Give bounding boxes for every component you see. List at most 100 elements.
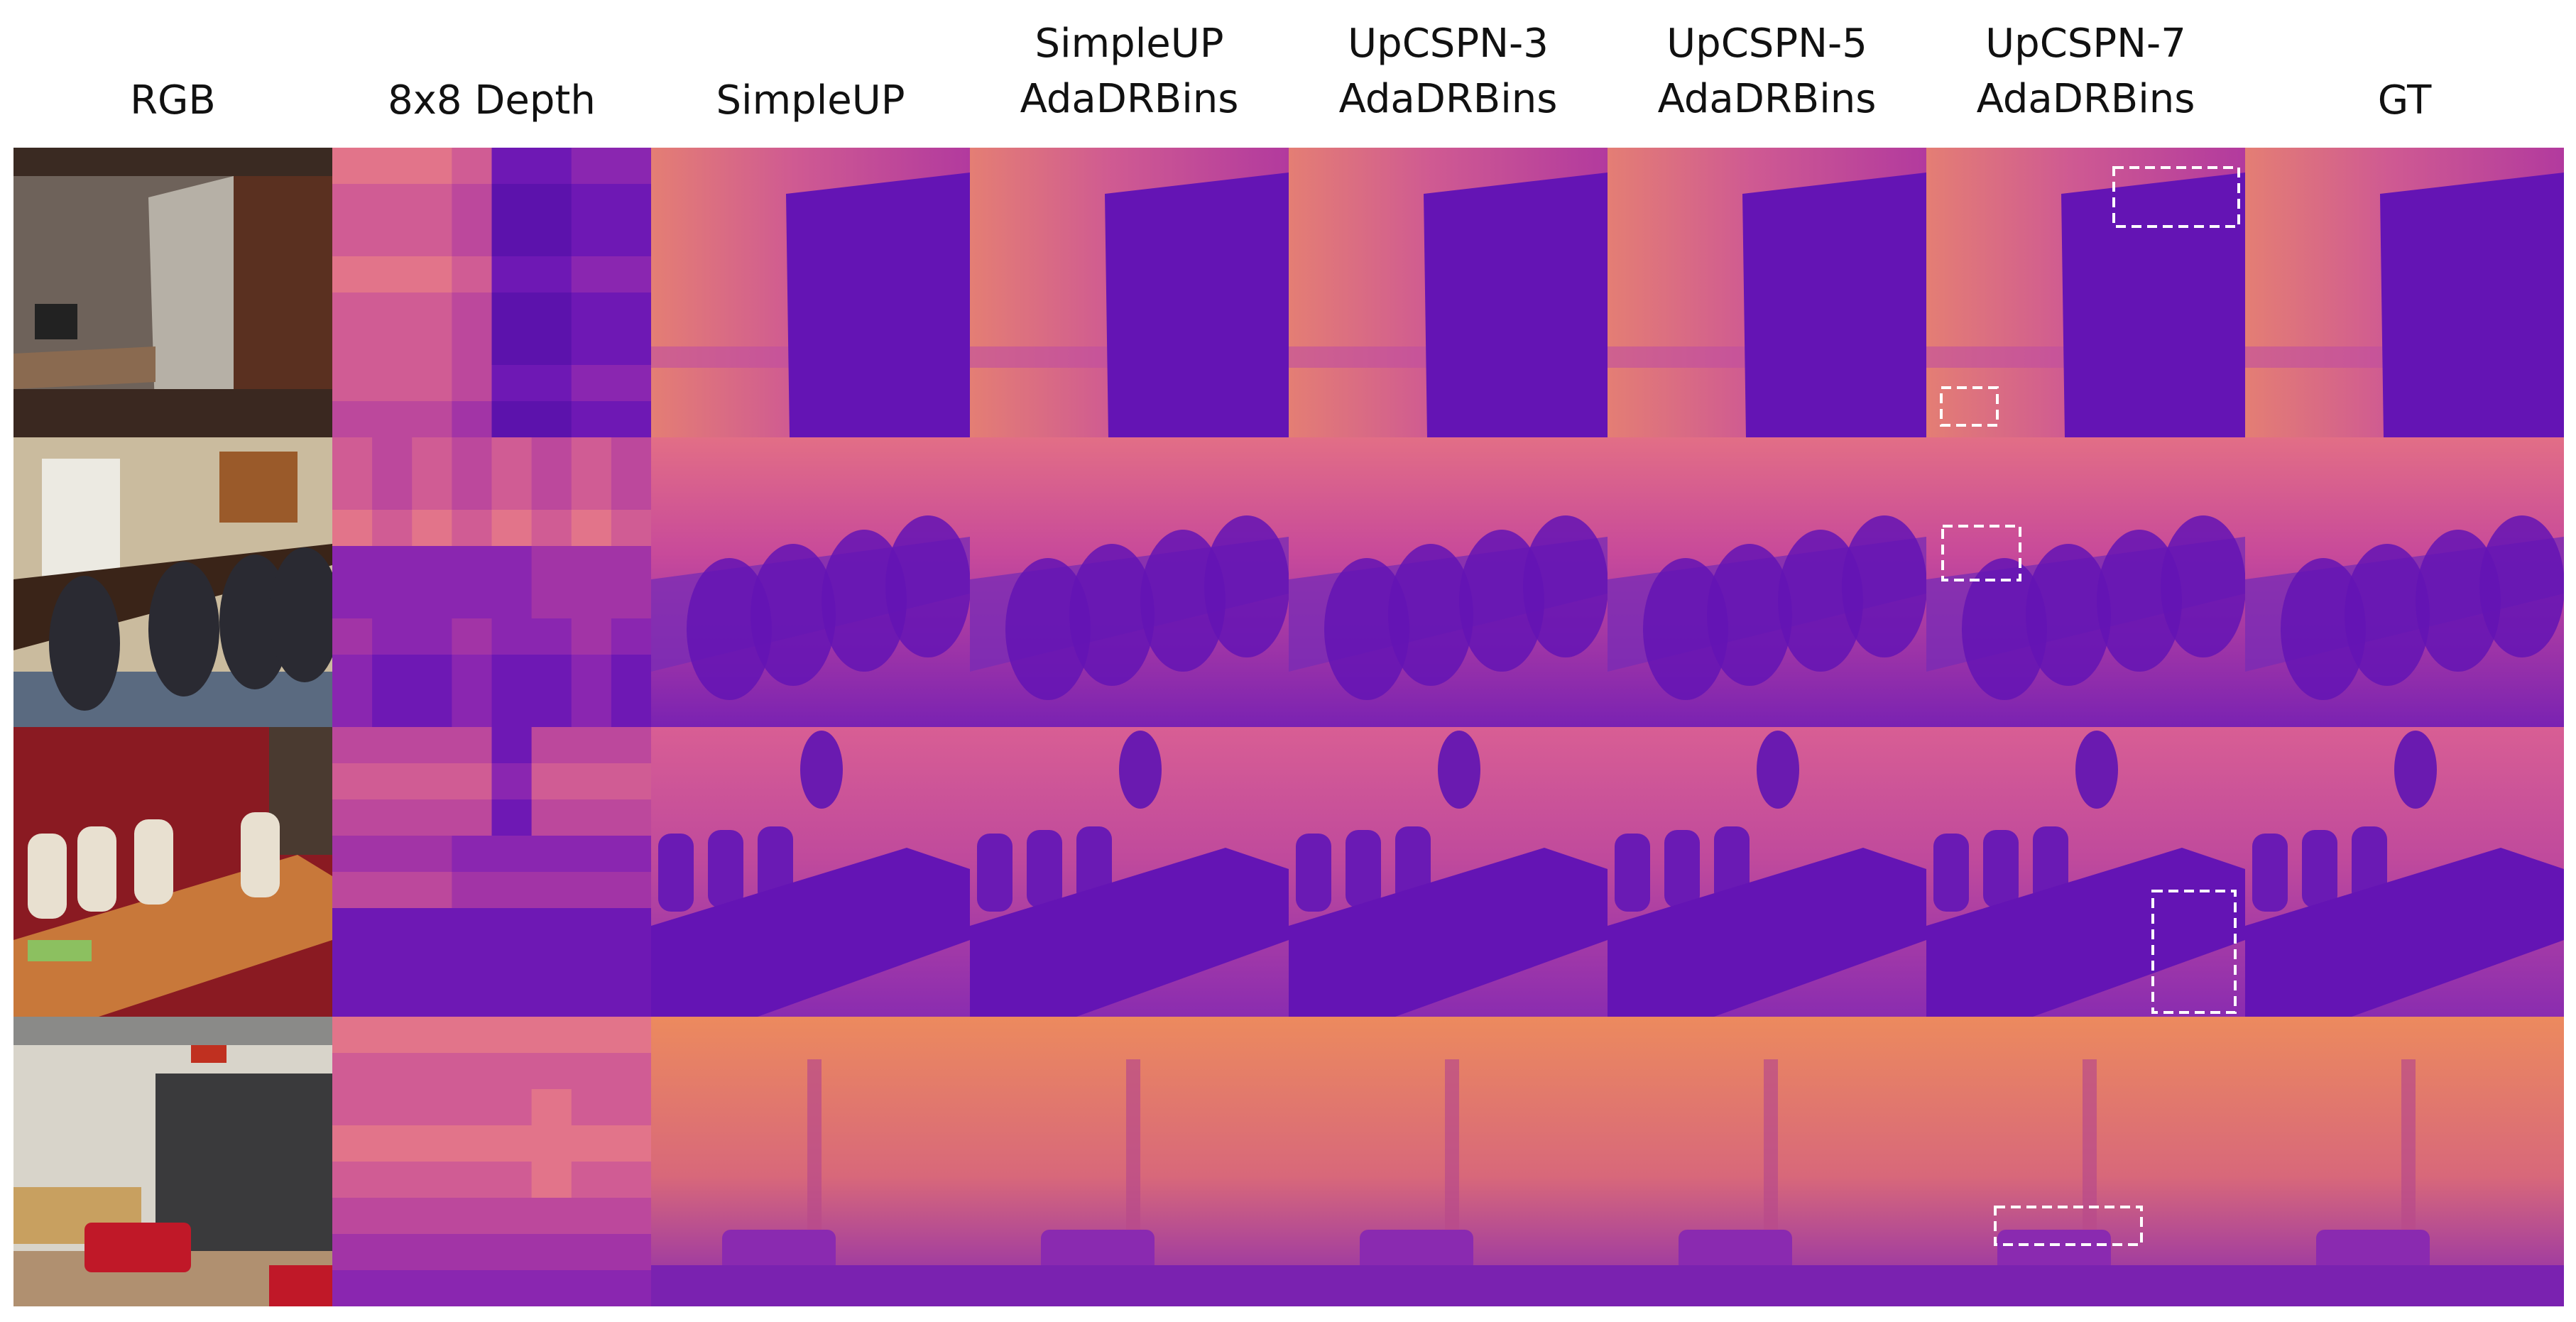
depth-block bbox=[332, 401, 373, 437]
depth-block bbox=[332, 293, 373, 329]
chair bbox=[2316, 1230, 2430, 1272]
depth-block bbox=[531, 329, 572, 366]
image-cell bbox=[1608, 437, 1926, 727]
depth-block bbox=[332, 582, 373, 619]
image-cell bbox=[2245, 727, 2564, 1017]
depth-block bbox=[571, 220, 612, 257]
depth-block bbox=[412, 727, 452, 764]
depth-block bbox=[611, 1198, 651, 1235]
depth-block bbox=[332, 1234, 373, 1271]
image-cell bbox=[1608, 727, 1926, 1017]
chair bbox=[2161, 515, 2245, 657]
chair bbox=[1005, 558, 1091, 700]
depth-block bbox=[372, 546, 413, 583]
depth-block bbox=[611, 872, 651, 909]
depth-block bbox=[332, 1270, 373, 1306]
column-header: SimpleUP bbox=[1035, 21, 1224, 67]
depth-block bbox=[412, 1053, 452, 1090]
depth-block bbox=[531, 763, 572, 800]
depth-block bbox=[332, 365, 373, 402]
post bbox=[1445, 1059, 1459, 1244]
depth-block bbox=[491, 510, 533, 547]
depth-block bbox=[491, 618, 533, 655]
depth-block bbox=[412, 401, 452, 437]
depth-block bbox=[491, 401, 533, 437]
monitor bbox=[35, 304, 77, 339]
depth-block bbox=[571, 437, 612, 474]
paper bbox=[28, 940, 92, 961]
depth-block bbox=[571, 799, 612, 836]
highlight-box bbox=[2112, 166, 2240, 228]
depth-block bbox=[452, 1125, 492, 1162]
depth-block bbox=[571, 256, 612, 293]
depth-block bbox=[332, 836, 373, 873]
image-cell bbox=[332, 148, 651, 437]
depth-block bbox=[491, 1017, 533, 1054]
chair bbox=[2416, 530, 2501, 672]
depth-block bbox=[332, 1053, 373, 1090]
depth-block bbox=[412, 293, 452, 329]
depth-block bbox=[332, 474, 373, 510]
depth-block bbox=[571, 1270, 612, 1306]
depth-block bbox=[491, 980, 533, 1017]
depth-block bbox=[452, 691, 492, 727]
door bbox=[2061, 173, 2245, 437]
column-header: 8x8 Depth bbox=[388, 77, 596, 124]
depth-block bbox=[531, 872, 572, 909]
depth-block bbox=[531, 1270, 572, 1306]
depth-block bbox=[531, 148, 572, 185]
depth-block bbox=[412, 437, 452, 474]
depth-block bbox=[452, 329, 492, 366]
depth-block bbox=[571, 980, 612, 1017]
depth-block bbox=[491, 437, 533, 474]
depth-block bbox=[571, 944, 612, 981]
image-cell bbox=[1926, 148, 2245, 437]
image-cell bbox=[2245, 148, 2564, 437]
depth-block bbox=[372, 1234, 413, 1271]
depth-block bbox=[372, 727, 413, 764]
chair bbox=[269, 547, 332, 682]
blob bbox=[1438, 731, 1480, 809]
chair bbox=[1664, 830, 1700, 908]
depth-block bbox=[372, 1162, 413, 1198]
chair bbox=[1842, 515, 1926, 657]
depth-block bbox=[372, 1017, 413, 1054]
image-cell bbox=[651, 1017, 970, 1306]
depth-block bbox=[531, 944, 572, 981]
depth-block bbox=[372, 836, 413, 873]
chair bbox=[1324, 558, 1409, 700]
depth-block bbox=[452, 1198, 492, 1235]
chair bbox=[687, 558, 772, 700]
chair bbox=[1076, 826, 1112, 905]
depth-block bbox=[332, 256, 373, 293]
depth-block bbox=[412, 148, 452, 185]
depth-block bbox=[452, 763, 492, 800]
post bbox=[2083, 1059, 2097, 1244]
image-cell bbox=[970, 148, 1289, 437]
depth-block bbox=[491, 293, 533, 329]
door bbox=[1105, 173, 1289, 437]
depth-block bbox=[332, 1198, 373, 1235]
image-cell bbox=[13, 727, 332, 1017]
depth-block bbox=[412, 691, 452, 727]
door bbox=[1742, 173, 1926, 437]
chair bbox=[1707, 544, 1792, 686]
window bbox=[42, 459, 120, 586]
depth-block bbox=[332, 148, 373, 185]
door bbox=[234, 176, 332, 417]
band bbox=[1926, 346, 2068, 368]
image-cell bbox=[1926, 727, 2245, 1017]
depth-block bbox=[531, 510, 572, 547]
depth-block bbox=[611, 546, 651, 583]
column-header: AdaDRBins bbox=[1020, 76, 1239, 122]
highlight-box bbox=[1941, 525, 2021, 581]
depth-block bbox=[531, 546, 572, 583]
depth-block bbox=[372, 474, 413, 510]
depth-block bbox=[571, 836, 612, 873]
depth-block bbox=[412, 365, 452, 402]
door bbox=[786, 173, 970, 437]
table bbox=[651, 848, 970, 1017]
image-cell bbox=[13, 1017, 332, 1306]
depth-block bbox=[531, 1089, 572, 1126]
depth-block bbox=[571, 1089, 612, 1126]
